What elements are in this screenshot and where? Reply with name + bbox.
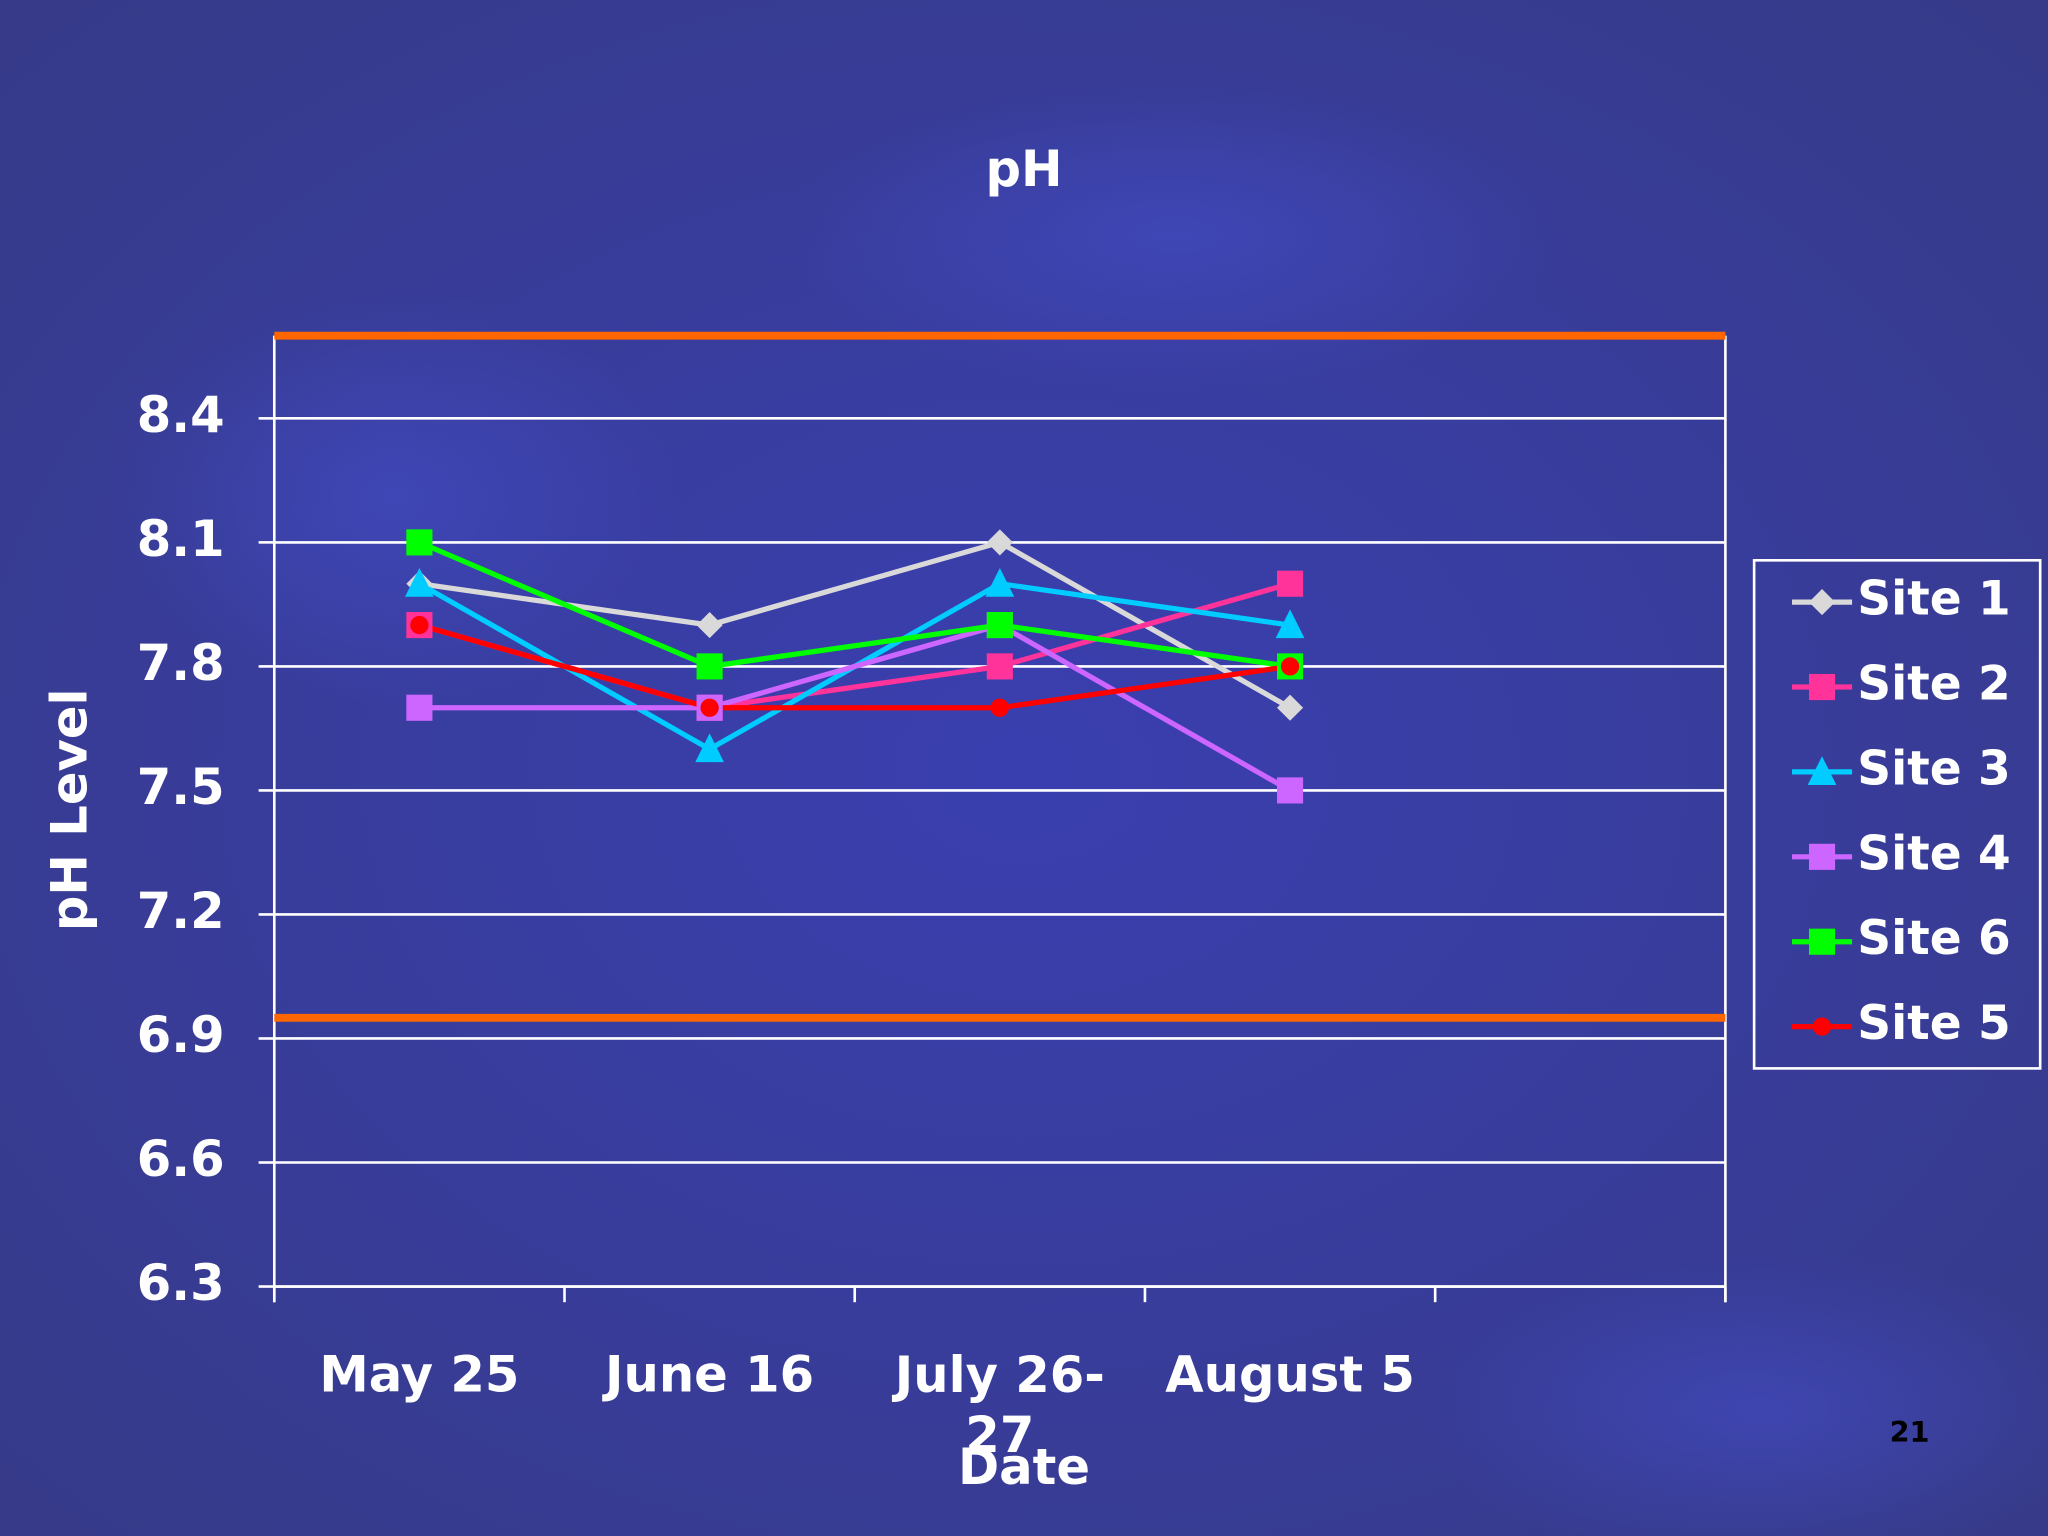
x-tick-label: August 5	[1165, 1345, 1415, 1403]
data-point	[700, 698, 719, 717]
legend-swatch-marker	[1808, 673, 1836, 701]
legend-label: Site 5	[1857, 996, 2010, 1051]
data-point	[986, 612, 1013, 639]
series-line	[419, 622, 1292, 793]
x-tick-label: June 16	[602, 1345, 814, 1403]
y-tick-label: 7.2	[137, 882, 225, 940]
y-tick-label: 7.5	[137, 758, 225, 816]
y-tick-label: 6.3	[137, 1254, 225, 1312]
data-point	[1276, 777, 1304, 804]
y-axis-title: pH Level	[41, 688, 99, 931]
data-point	[695, 733, 724, 763]
legend-swatch-marker	[1808, 843, 1836, 870]
legend-label: Site 4	[1857, 826, 2010, 881]
data-point	[410, 615, 429, 635]
data-point	[406, 529, 433, 556]
background-blot	[1423, 1253, 2048, 1536]
series-line	[418, 622, 1291, 711]
legend-label: Site 3	[1857, 741, 2010, 796]
x-axis-title: Date	[958, 1438, 1090, 1496]
data-point	[985, 568, 1015, 597]
legend-box	[1752, 559, 2042, 1070]
data-point	[1280, 657, 1300, 676]
data-point	[990, 698, 1009, 717]
x-tick-label: May 25	[319, 1345, 519, 1403]
series-line	[418, 539, 1291, 670]
y-tick-label: 6.9	[137, 1006, 225, 1064]
legend-label: Site 1	[1857, 572, 2010, 627]
data-point	[696, 653, 723, 680]
data-point	[1276, 694, 1304, 721]
y-tick-label: 7.8	[137, 634, 225, 692]
legend-swatch-marker	[1808, 928, 1836, 955]
y-tick-label: 8.4	[137, 386, 225, 444]
page-number: 21	[1890, 1415, 1930, 1449]
data-point	[986, 653, 1013, 680]
y-tick-label: 6.6	[137, 1130, 225, 1188]
data-point	[986, 529, 1013, 556]
legend-label: Site 2	[1857, 657, 2010, 712]
background-blot	[783, 78, 1568, 392]
data-point	[406, 694, 433, 721]
legend-swatch-marker	[1807, 756, 1837, 785]
data-point	[1275, 609, 1305, 639]
x-tick-label: July 26-27	[892, 1345, 1105, 1463]
legend-label: Site 6	[1857, 911, 2010, 966]
chart-title: pH	[985, 140, 1062, 198]
legend-swatch-marker	[1812, 1017, 1832, 1036]
data-point	[405, 568, 434, 597]
y-tick-label: 8.1	[137, 510, 225, 568]
data-point	[1276, 570, 1304, 597]
